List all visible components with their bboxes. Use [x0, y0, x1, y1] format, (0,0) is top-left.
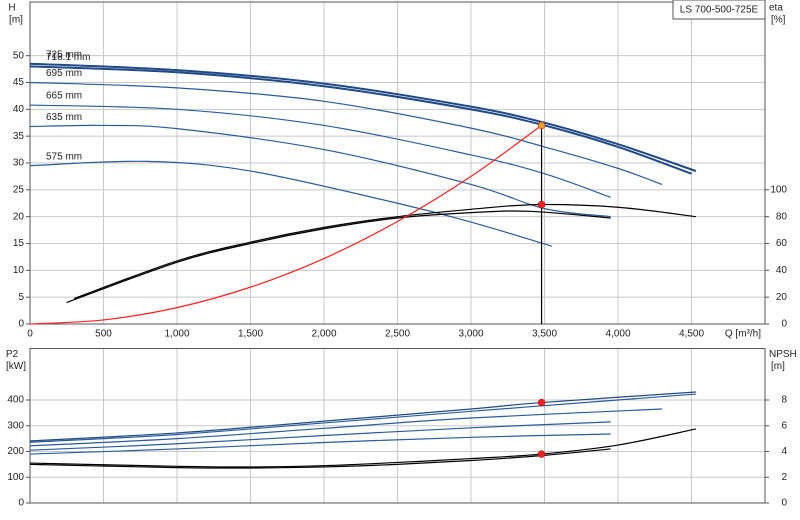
series-label: 575 mm [46, 151, 82, 162]
y2-tick-label: 0 [781, 319, 787, 330]
x-tick-label: 1,000 [164, 329, 189, 340]
y2-tick-label: 0 [781, 498, 787, 509]
x-axis-title: Q [m³/h] [725, 329, 761, 340]
y-tick-label: 40 [13, 104, 25, 115]
y-tick-label: 300 [7, 420, 24, 431]
series-line [29, 408, 663, 447]
series-line [66, 210, 611, 304]
y-tick-label: 35 [13, 131, 25, 142]
y-tick-label: 45 [13, 77, 25, 88]
y2-axis-title: NPSH [769, 349, 797, 360]
x-tick-label: 2,000 [311, 329, 336, 340]
chart-title: LS 700-500-725E [680, 5, 759, 16]
series-label: 695 mm [46, 68, 82, 79]
y-tick-label: 200 [7, 446, 24, 457]
series-line [29, 421, 611, 451]
series-label: 635 mm [46, 112, 82, 123]
series-line [29, 104, 611, 198]
y-tick-label: 30 [13, 158, 25, 169]
series-line [29, 393, 696, 443]
series-line [29, 428, 697, 468]
x-tick-label: 2,500 [385, 329, 410, 340]
series-line [73, 203, 696, 300]
y-tick-label: 100 [7, 472, 24, 483]
y-axis-unit: [m] [9, 15, 23, 26]
y2-tick-label: 8 [781, 395, 787, 406]
y-tick-label: 50 [13, 50, 25, 61]
x-tick-label: 3,000 [458, 329, 483, 340]
duty-point [537, 398, 546, 407]
x-tick-label: 500 [95, 329, 112, 340]
series-line [29, 81, 663, 186]
x-tick-label: 0 [27, 329, 33, 340]
y-axis-unit: [kW] [6, 361, 26, 372]
y2-tick-label: 6 [781, 420, 787, 431]
series-line [29, 391, 696, 442]
y-axis-title: H [8, 3, 15, 14]
y2-axis-unit: [%] [771, 15, 786, 26]
duty-point [537, 121, 546, 130]
x-tick-label: 3,500 [532, 329, 557, 340]
series-line [29, 448, 611, 469]
y2-tick-label: 40 [776, 265, 788, 276]
x-tick-label: 1,500 [238, 329, 263, 340]
y2-axis-title: eta [769, 3, 783, 14]
y2-tick-label: 80 [776, 211, 788, 222]
y2-axis-unit: [m] [771, 361, 785, 372]
plot-frame [29, 1, 766, 325]
y-axis-title: P2 [6, 349, 19, 360]
y-tick-label: 20 [13, 211, 25, 222]
y-tick-label: 0 [18, 319, 24, 330]
y-tick-label: 5 [18, 292, 24, 303]
x-tick-label: 4,000 [605, 329, 630, 340]
y2-tick-label: 20 [776, 292, 788, 303]
y2-tick-label: 100 [770, 184, 787, 195]
title-box [672, 0, 766, 20]
series-line [29, 124, 542, 325]
series-label: 725 mm [46, 49, 82, 60]
series-line [29, 62, 697, 172]
series-line [29, 160, 553, 247]
y-tick-label: 0 [18, 498, 24, 509]
y2-tick-label: 60 [776, 238, 788, 249]
duty-point [537, 200, 546, 209]
series-line [29, 65, 692, 175]
plot-frame [29, 348, 766, 504]
series-label: 665 mm [46, 91, 82, 102]
y2-tick-label: 2 [781, 472, 787, 483]
y-tick-label: 25 [13, 184, 25, 195]
y-tick-label: 400 [7, 395, 24, 406]
series-label: 718.1 mm [46, 52, 90, 63]
y-tick-label: 15 [13, 238, 25, 249]
series-line [29, 433, 611, 455]
x-tick-label: 4,500 [679, 329, 704, 340]
duty-point [537, 450, 546, 458]
y2-tick-label: 4 [781, 446, 787, 457]
y-tick-label: 10 [13, 265, 25, 276]
